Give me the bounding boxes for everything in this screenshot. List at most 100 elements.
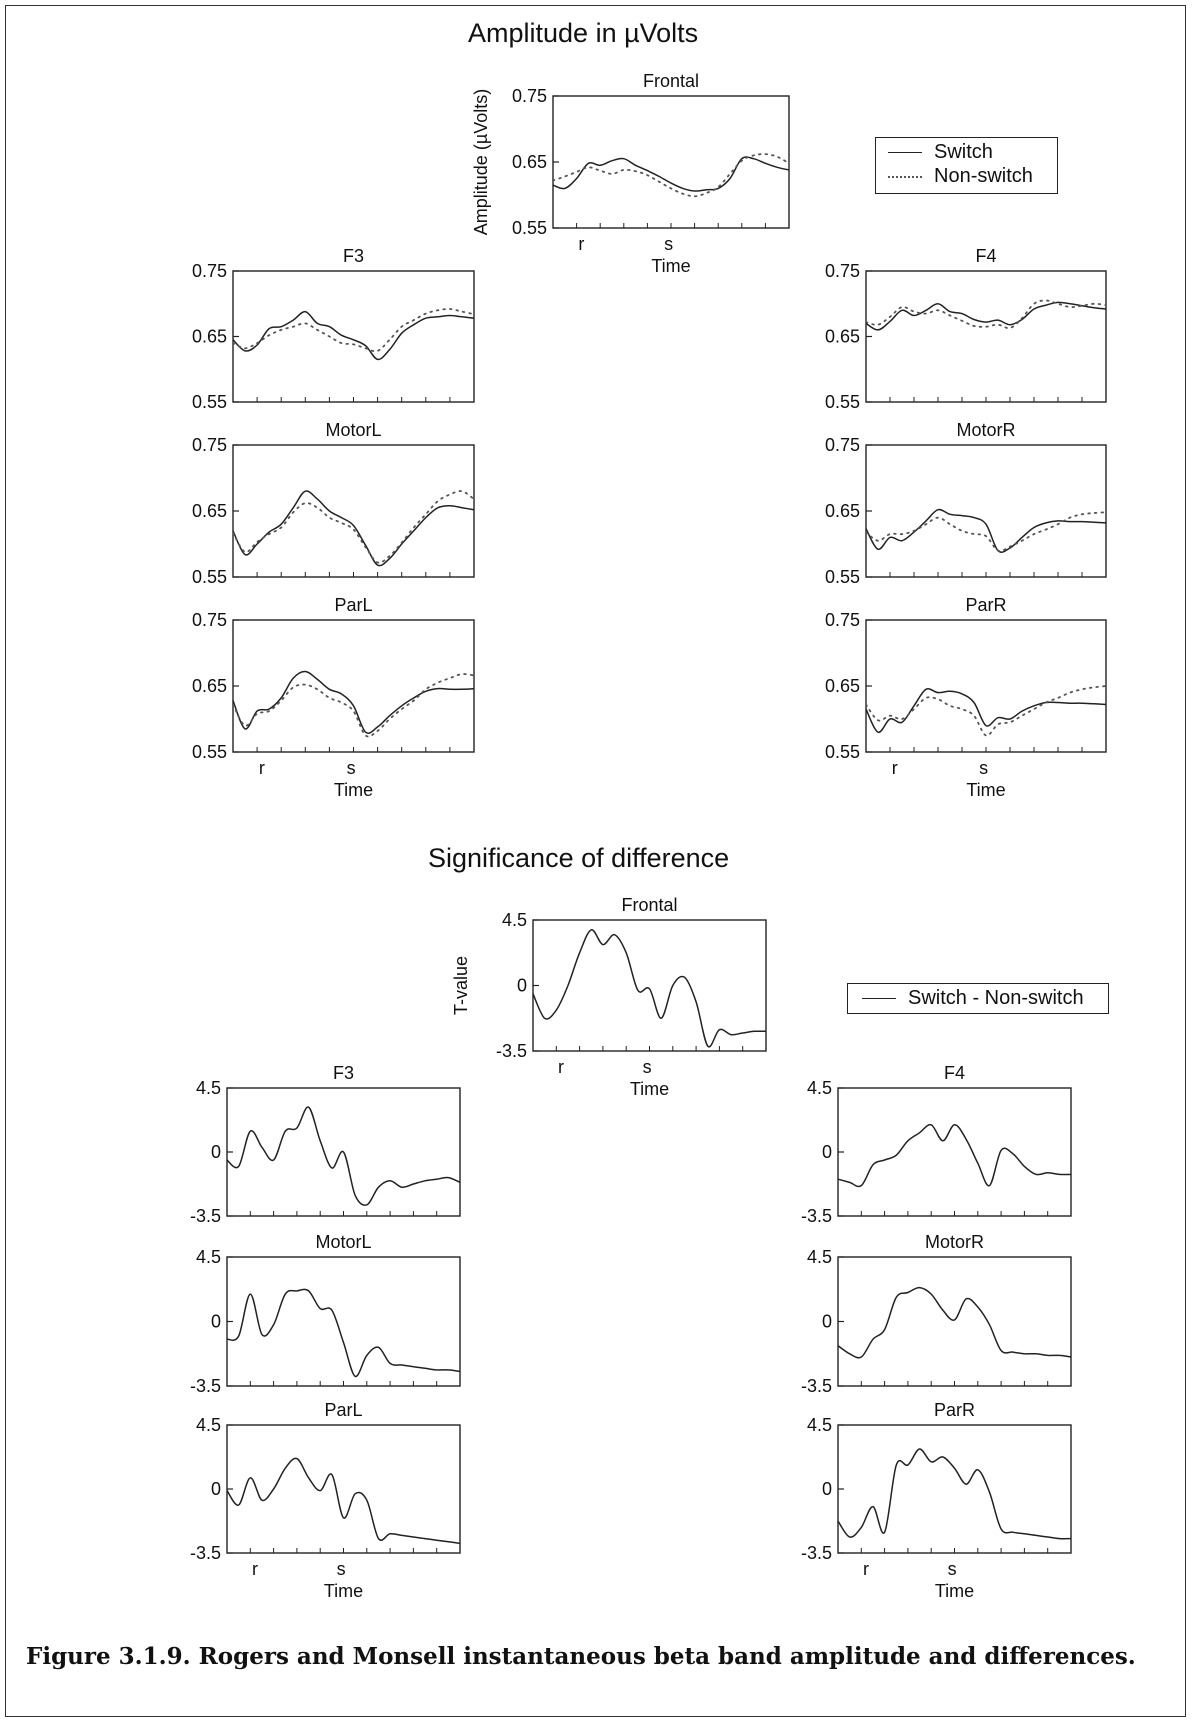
y-tick-label: 0 [211,1479,221,1499]
y-tick-label: 0.65 [192,327,227,347]
plot-frame [837,1087,1072,1217]
y-tick-label: 0.55 [825,567,860,587]
x-tick-label-s: s [337,1559,346,1579]
series-line-non-switch [232,308,475,353]
series-line-switch [232,670,475,734]
chart-panel-diff-f3: F3 4.5 0 -3.5 [190,1063,461,1226]
plot-frame [232,619,475,753]
x-tick-label-r: r [892,758,898,778]
figure-frame [5,5,1186,1717]
chart-panel-amp-motorr: MotorR 0.75 0.65 0.55 [825,420,1107,587]
legend-label-switch: Switch [934,141,993,163]
y-tick-label: 0.65 [192,501,227,521]
series-line-non-switch [232,490,475,564]
y-tick-label: 4.5 [807,1247,832,1267]
panel-title: MotorR [956,420,1015,440]
series-line-switch-non-switch [532,929,767,1048]
x-axis-label: Time [651,256,690,276]
plot-frame [226,1256,461,1387]
y-tick-label: 0 [822,1142,832,1162]
y-tick-label: 0.65 [512,152,547,172]
x-tick-label-s: s [979,758,988,778]
y-tick-label: 0.65 [825,327,860,347]
y-tick-label: 4.5 [502,910,527,930]
legend-item-switch-minus-non-switch: Switch - Non-switch [862,987,1084,1010]
y-tick-label: 0.55 [192,392,227,412]
plot-frame [552,95,790,229]
series-line-non-switch [865,299,1107,330]
y-tick-label: 0.75 [192,435,227,455]
y-tick-label: 4.5 [196,1247,221,1267]
y-tick-label: -3.5 [190,1206,221,1226]
y-tick-label: 0.65 [825,676,860,696]
y-tick-label: 0.55 [825,392,860,412]
x-tick-label-s: s [347,758,356,778]
x-axis-label: Time [935,1581,974,1601]
y-tick-label: 0.75 [512,86,547,106]
chart-panel-amp-f4: F4 0.75 0.65 0.55 [825,246,1107,412]
panel-title: Frontal [621,895,677,915]
x-tick-label-r: r [558,1057,564,1077]
difference-legend: Switch - Non-switch [847,983,1109,1014]
legend-item-switch: Switch [888,141,993,164]
series-line-non-switch [232,673,475,738]
x-axis-label: Time [334,780,373,800]
y-tick-label: 0 [517,976,527,996]
y-axis-label: T-value [451,956,471,1015]
series-line-switch [552,156,790,192]
dotted-line-swatch [888,175,922,178]
solid-line-swatch [888,152,922,153]
y-tick-label: 0.75 [192,261,227,281]
plot-frame [232,444,475,578]
plot-frame [865,619,1107,753]
panel-title: ParR [934,1400,975,1420]
legend-item-non-switch: Non-switch [888,165,1033,188]
series-line-switch-non-switch [837,1448,1072,1540]
y-tick-label: 4.5 [196,1078,221,1098]
panel-title: F3 [343,246,364,266]
y-tick-label: -3.5 [190,1543,221,1563]
y-tick-label: -3.5 [801,1376,832,1396]
chart-panel-diff-motorl: MotorL 4.5 0 -3.5 [190,1232,461,1396]
y-axis-label: Amplitude (µVolts) [471,89,491,235]
series-line-switch [865,508,1107,553]
panel-title: MotorL [315,1232,371,1252]
x-axis-label: Time [966,780,1005,800]
panel-title: ParL [334,595,372,615]
plot-frame [865,444,1107,578]
y-tick-label: 0.75 [825,610,860,630]
x-tick-label-s: s [664,234,673,254]
y-tick-label: 4.5 [196,1415,221,1435]
series-line-switch [232,310,475,361]
legend-label-difference: Switch - Non-switch [908,987,1084,1009]
chart-panel-amp-f3: F3 0.75 0.65 0.55 [192,246,475,412]
y-tick-label: 0 [211,1142,221,1162]
series-line-switch [232,490,475,567]
legend-label-non-switch: Non-switch [934,165,1033,187]
x-axis-label: Time [324,1581,363,1601]
y-tick-label: 0.55 [825,742,860,762]
plot-frame [865,270,1107,403]
plot-frame [837,1424,1072,1554]
y-tick-label: 4.5 [807,1078,832,1098]
panel-title: Frontal [643,71,699,91]
panel-title: F4 [975,246,996,266]
series-line-switch-non-switch [837,1123,1072,1188]
y-tick-label: 0.55 [512,218,547,238]
panel-title: ParR [965,595,1006,615]
series-line-switch-non-switch [226,1457,461,1545]
plot-frame [837,1256,1072,1387]
y-tick-label: 0.75 [825,261,860,281]
amplitude-section-title: Amplitude in µVolts [468,18,699,48]
series-line-switch-non-switch [226,1288,461,1378]
plot-frame [226,1424,461,1554]
panel-title: F3 [333,1063,354,1083]
y-tick-label: 0.65 [192,676,227,696]
plot-frame [232,270,475,403]
panel-title: F4 [944,1063,965,1083]
panel-title: MotorR [925,1232,984,1252]
